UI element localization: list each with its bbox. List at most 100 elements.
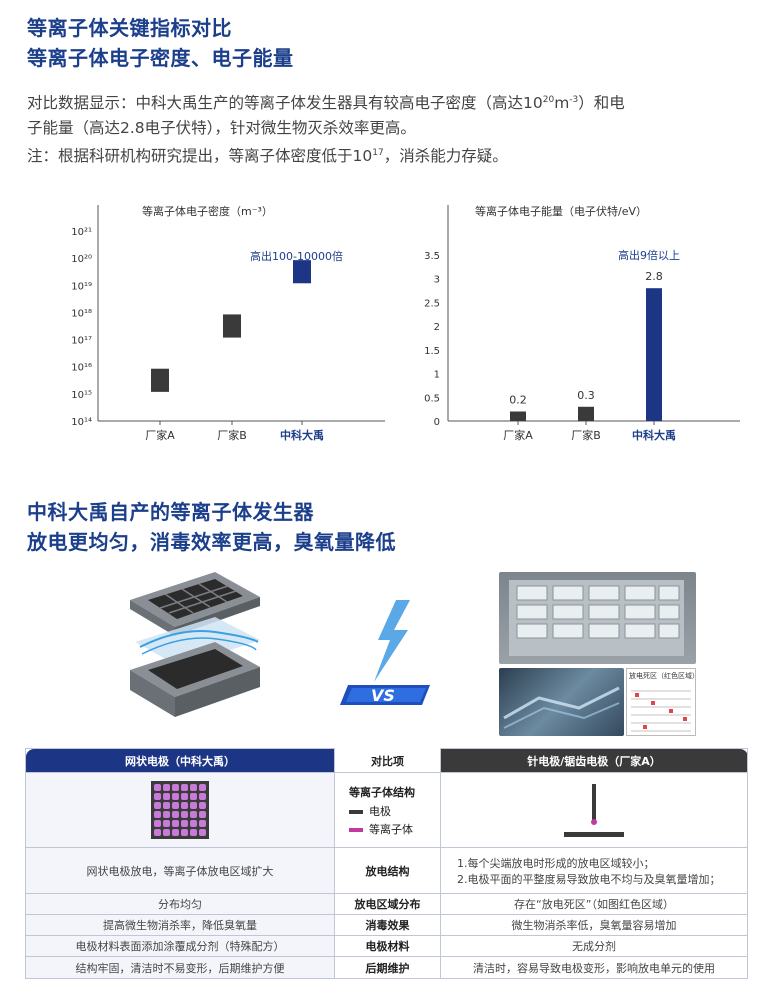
y-tick-label: 10¹⁶ (71, 363, 92, 374)
header-mid: 对比项 (334, 748, 441, 773)
y-tick-label: 0.5 (424, 393, 440, 404)
table-row: 网状电极放电，等离子体放电区域扩大 放电结构 1.每个尖端放电时形成的放电区域较… (25, 847, 748, 894)
electron-density-chart: 等离子体电子密度（m⁻³） 10²¹ 10²⁰ 10¹⁹ 10¹⁸ 10¹⁷ 10¹⁶ 10… (40, 195, 390, 455)
chart-annotation: 高出9倍以上 (618, 248, 680, 262)
needle-structure-cell (440, 772, 748, 848)
plasma-cell (190, 811, 197, 818)
intro-line1: 对比数据显示：中科大禹生产的等离子体发生器具有较高电子密度（高达1020m-3）… (27, 94, 625, 113)
left-cell: 网状电极放电，等离子体放电区域扩大 (25, 847, 335, 894)
plasma-cell (172, 784, 179, 791)
plasma-cell (181, 811, 188, 818)
y-tick-label: 1.5 (424, 346, 440, 357)
mesh-background (151, 781, 209, 839)
left-cell: 提高微生物消杀率，降低臭氧量 (25, 914, 335, 936)
table-header: 网状电极（中科大禹） 对比项 针电极/锯齿电极（厂家A） (25, 748, 748, 773)
plasma-cell (181, 784, 188, 791)
structure-label: 等离子体结构 (349, 785, 415, 799)
lightning-icon (374, 600, 410, 682)
intro-text: 对比数据显示：中科大禹生产的等离子体发生器具有较高电子密度（高达1020m-3）… (27, 88, 747, 169)
y-tick-label: 10²⁰ (71, 254, 92, 265)
plasma-cell (190, 829, 197, 836)
dead-zone-caption: 放电死区（红色区域） (629, 672, 699, 680)
plasma-cell (163, 802, 170, 809)
needle-electrode-icon (564, 784, 624, 837)
x-category-label: 中科大禹 (632, 428, 676, 442)
density-bar (151, 368, 169, 392)
plasma-cell (163, 820, 170, 827)
electron-density-svg: 等离子体电子密度（m⁻³） 10²¹ 10²⁰ 10¹⁹ 10¹⁸ 10¹⁷ 10¹⁶ 10… (71, 204, 385, 442)
table-row: 电极材料表面添加涂覆成分剂（特殊配方） 电极材料 无成分剂 (25, 935, 748, 957)
left-cell: 电极材料表面添加涂覆成分剂（特殊配方） (25, 935, 335, 957)
y-tick-label: 3 (434, 275, 440, 286)
plasma-cell (190, 793, 197, 800)
plasma-cell (199, 784, 206, 791)
legend-plasma: 等离子体 (349, 821, 436, 837)
y-tick-label: 3.5 (424, 251, 440, 262)
structure-label-cell: 等离子体结构 电极 等离子体 (334, 772, 441, 848)
right-cell: 无成分剂 (440, 935, 748, 957)
right-cell: 微生物消杀率低，臭氧量容易增加 (440, 914, 748, 936)
plasma-cell (172, 802, 179, 809)
plasma-cell (190, 820, 197, 827)
density-bar (293, 260, 311, 284)
plasma-cell (163, 811, 170, 818)
vs-label: VS (371, 686, 395, 705)
right-cell: 清洁时，容易导致电极变形，影响放电单元的使用 (440, 956, 748, 979)
value-label: 0.2 (509, 394, 527, 407)
chart-title: 等离子体电子能量（电子伏特/eV） (475, 204, 647, 218)
y-tick-label: 10¹⁷ (71, 336, 92, 347)
plasma-cell (154, 811, 161, 818)
mid-cell: 消毒效果 (334, 914, 441, 936)
chart-title: 等离子体电子密度（m⁻³） (142, 204, 273, 218)
plasma-cell (154, 793, 161, 800)
x-category-label: 中科大禹 (280, 428, 324, 442)
section1-title: 等离子体关键指标对比 (27, 16, 232, 40)
vs-graphic: VS (338, 600, 438, 714)
y-tick-label: 1 (434, 370, 440, 381)
plasma-cell (199, 829, 206, 836)
table-row: 结构牢固，清洁时不易变形，后期维护方便 后期维护 清洁时，容易导致电极变形，影响… (25, 956, 748, 979)
energy-bar (510, 411, 526, 421)
comparison-table: 网状电极（中科大禹） 对比项 针电极/锯齿电极（厂家A） 等离子体结构 电极 等… (25, 748, 748, 979)
y-tick-label: 2.5 (424, 298, 440, 309)
mesh-electrode-icon (151, 781, 209, 839)
plasma-cell (154, 820, 161, 827)
dead-zone-diagram: 放电死区（红色区域） (626, 668, 699, 736)
x-category-label: 厂家B (571, 428, 601, 442)
section2-subtitle: 放电更均匀，消毒效率更高，臭氧量降低 (27, 530, 396, 554)
right-cell: 存在“放电死区”（如图红色区域） (440, 893, 748, 915)
plasma-cell (181, 820, 188, 827)
value-label: 2.8 (645, 270, 663, 283)
plasma-cell (181, 829, 188, 836)
y-tick-label: 0 (434, 417, 440, 428)
header-left: 网状电极（中科大禹） (25, 748, 335, 773)
intro-line3: 注：根据科研机构研究提出，等离子体密度低于1017，消杀能力存疑。 (27, 147, 508, 166)
y-tick-label: 10¹⁸ (71, 308, 92, 319)
plasma-cell (172, 829, 179, 836)
plasma-cell (172, 811, 179, 818)
plasma-cell (172, 793, 179, 800)
plasma-discharge-photo (499, 668, 624, 736)
legend-electrode-swatch (349, 809, 363, 814)
plasma-cell (181, 802, 188, 809)
density-bar (223, 314, 241, 338)
plasma-cell (163, 829, 170, 836)
y-tick-label: 10¹⁵ (71, 390, 92, 401)
left-cell: 结构牢固，清洁时不易变形，后期维护方便 (25, 956, 335, 979)
y-tick-label: 10¹⁴ (71, 417, 92, 428)
plasma-cell (190, 784, 197, 791)
plasma-cell (199, 811, 206, 818)
plasma-cell (181, 793, 188, 800)
plasma-cell (199, 820, 206, 827)
energy-bar (646, 288, 662, 421)
value-label: 0.3 (577, 389, 595, 402)
x-category-label: 厂家A (503, 428, 533, 442)
right-cell: 1.每个尖端放电时形成的放电区域较小； 2.电极平面的平整度易导致放电不均与及臭氧… (440, 847, 748, 894)
left-cell: 分布均匀 (25, 893, 335, 915)
header-right: 针电极/锯齿电极（厂家A） (440, 748, 748, 773)
mid-cell: 放电结构 (334, 847, 441, 894)
plasma-cell (154, 802, 161, 809)
chart-annotation: 高出100-10000倍 (250, 249, 343, 263)
section2-title: 中科大禹自产的等离子体发生器 (27, 500, 314, 524)
plasma-cell (154, 829, 161, 836)
